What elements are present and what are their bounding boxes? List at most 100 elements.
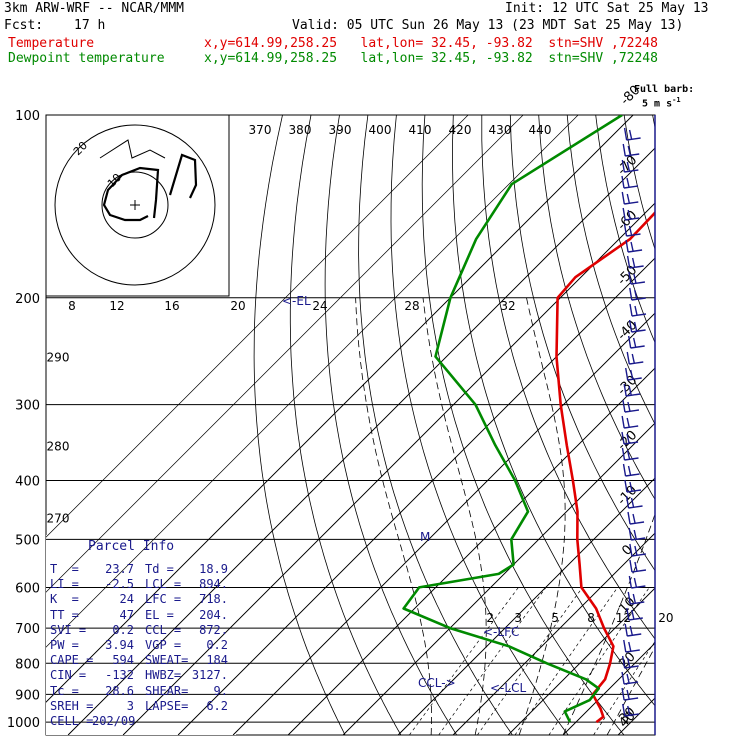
isotherm-line [67, 147, 655, 735]
hodograph-speed-label: 24 [312, 299, 327, 313]
wind-barb [624, 623, 642, 637]
parcel-info-value: -132 [105, 668, 134, 683]
parcel-info-label: LFC = [145, 592, 182, 607]
mixing-ratio-label: 2 [486, 611, 494, 625]
dry-adiabat [324, 115, 458, 735]
hodograph-trace [168, 153, 198, 199]
isotherm-line [507, 587, 655, 735]
parcel-info-value: 594 [112, 653, 134, 668]
wind-barb [621, 655, 639, 669]
pressure-tick-label: 400 [15, 475, 40, 490]
isotherm-line [673, 115, 740, 735]
parcel-info-value: 202/09 [92, 714, 136, 728]
wind-barb [622, 399, 640, 413]
pressure-tick-label: 1000 [7, 716, 40, 731]
hodograph-speed-label: 20 [230, 299, 245, 313]
pressure-tick-label: 700 [15, 622, 40, 637]
theta-label: 430 [489, 123, 512, 137]
isotherm-line [452, 532, 655, 735]
pressure-tick-label: 800 [15, 657, 40, 672]
isotherm-line [177, 257, 655, 735]
barb-legend-exponent: -1 [672, 96, 681, 104]
dewpoint-legend-label: Dewpoint temperature [8, 51, 165, 66]
parcel-info-label: K = [50, 592, 79, 607]
isotherm-line [46, 115, 579, 648]
wind-barb [628, 527, 646, 541]
temperature-legend-label: Temperature [8, 36, 95, 51]
parcel-info-label: CAPE = [50, 653, 94, 668]
pressure-tick-label: 900 [15, 688, 40, 703]
theta-label: 270 [47, 511, 70, 525]
parcel-info-label: PW = [50, 638, 79, 652]
profile-marker: M [420, 530, 430, 544]
wind-barb [623, 127, 641, 141]
parcel-info-label: Td = [145, 562, 174, 576]
barb-legend-value: 5 m s-1 [642, 95, 681, 109]
wind-barb [629, 559, 647, 573]
mixing-ratio-label: 3 [514, 611, 522, 625]
dry-adiabat [710, 115, 740, 735]
dry-adiabat [289, 115, 402, 735]
hodograph-speed-label: 32 [500, 299, 515, 313]
theta-label: 440 [529, 123, 552, 137]
wind-barb [625, 239, 643, 253]
wind-barb [623, 383, 641, 397]
pressure-tick-label: 500 [15, 533, 40, 548]
hodograph-trace [102, 166, 160, 222]
wind-barb [627, 335, 645, 349]
hodograph-center [130, 200, 140, 210]
parcel-info-panel [46, 535, 236, 735]
parcel-info-value: -2.5 [105, 577, 134, 592]
parcel-info-value: 3.94 [105, 638, 134, 652]
parcel-info-value: 23.7 [105, 562, 134, 576]
isotherm-line [46, 115, 469, 538]
isotherm-line [46, 115, 634, 703]
dewpoint-location: x,y=614.99,258.25 lat,lon= 32.45, -93.82… [204, 51, 658, 66]
parcel-info-label: VGP = [145, 638, 182, 652]
wind-barb [621, 415, 639, 429]
parcel-info-label: SREH = [50, 698, 94, 713]
wind-barb [627, 511, 645, 525]
pressure-tick-label: 300 [15, 399, 40, 414]
parcel-info-label: TT = [50, 607, 79, 622]
parcel-info-value: 28.6 [105, 683, 134, 698]
dry-adiabat [390, 115, 569, 735]
parcel-info-value: 184 [206, 653, 228, 668]
parcel-info-value: 3 [126, 698, 134, 713]
isotherm-line [232, 312, 655, 735]
parcel-info-value: 3127. [191, 668, 228, 683]
wind-barb [622, 463, 640, 477]
dry-adiabat [253, 115, 346, 735]
dry-adiabat [358, 115, 513, 735]
parcel-info-label: T = [50, 562, 79, 576]
profile-marker: <-LFC [483, 625, 519, 639]
dry-adiabat [538, 115, 655, 501]
wind-barb [621, 687, 639, 701]
pressure-tick-label: 200 [15, 292, 40, 307]
parcel-info-label: CELL = [50, 714, 94, 728]
parcel-info-label: LI = [50, 577, 79, 592]
forecast-label: Fcst: [4, 18, 44, 33]
theta-label: 390 [329, 123, 352, 137]
dry-adiabat [452, 115, 655, 707]
hodograph-trace [99, 139, 166, 159]
mixing-ratio-label: 20 [658, 611, 673, 625]
moist-adiabat [518, 297, 566, 735]
wind-barb [622, 143, 640, 157]
parcel-info-value: 18.9 [199, 562, 228, 576]
isotherm-line [46, 115, 524, 593]
dry-adiabat [681, 115, 740, 735]
profile-marker: <-EL [282, 294, 311, 308]
wind-barb [622, 703, 639, 717]
parcel-info-value: 9. [213, 683, 228, 698]
wind-barb [629, 303, 647, 317]
parcel-info-label: EL = [145, 607, 174, 622]
moist-adiabat [355, 297, 432, 735]
parcel-info-value: 718. [199, 592, 228, 607]
dry-adiabat [509, 115, 655, 572]
wind-barb [621, 159, 639, 173]
wind-barb [626, 351, 644, 365]
profile-marker: CCL-> [418, 676, 456, 690]
isotherm-line [673, 115, 740, 735]
